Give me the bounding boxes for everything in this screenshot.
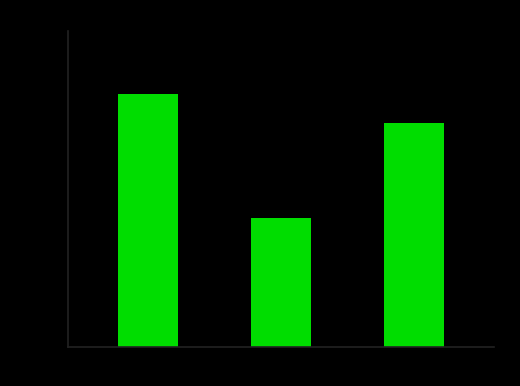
Bar — [384, 123, 444, 347]
Bar — [251, 218, 311, 347]
Bar — [118, 94, 177, 347]
